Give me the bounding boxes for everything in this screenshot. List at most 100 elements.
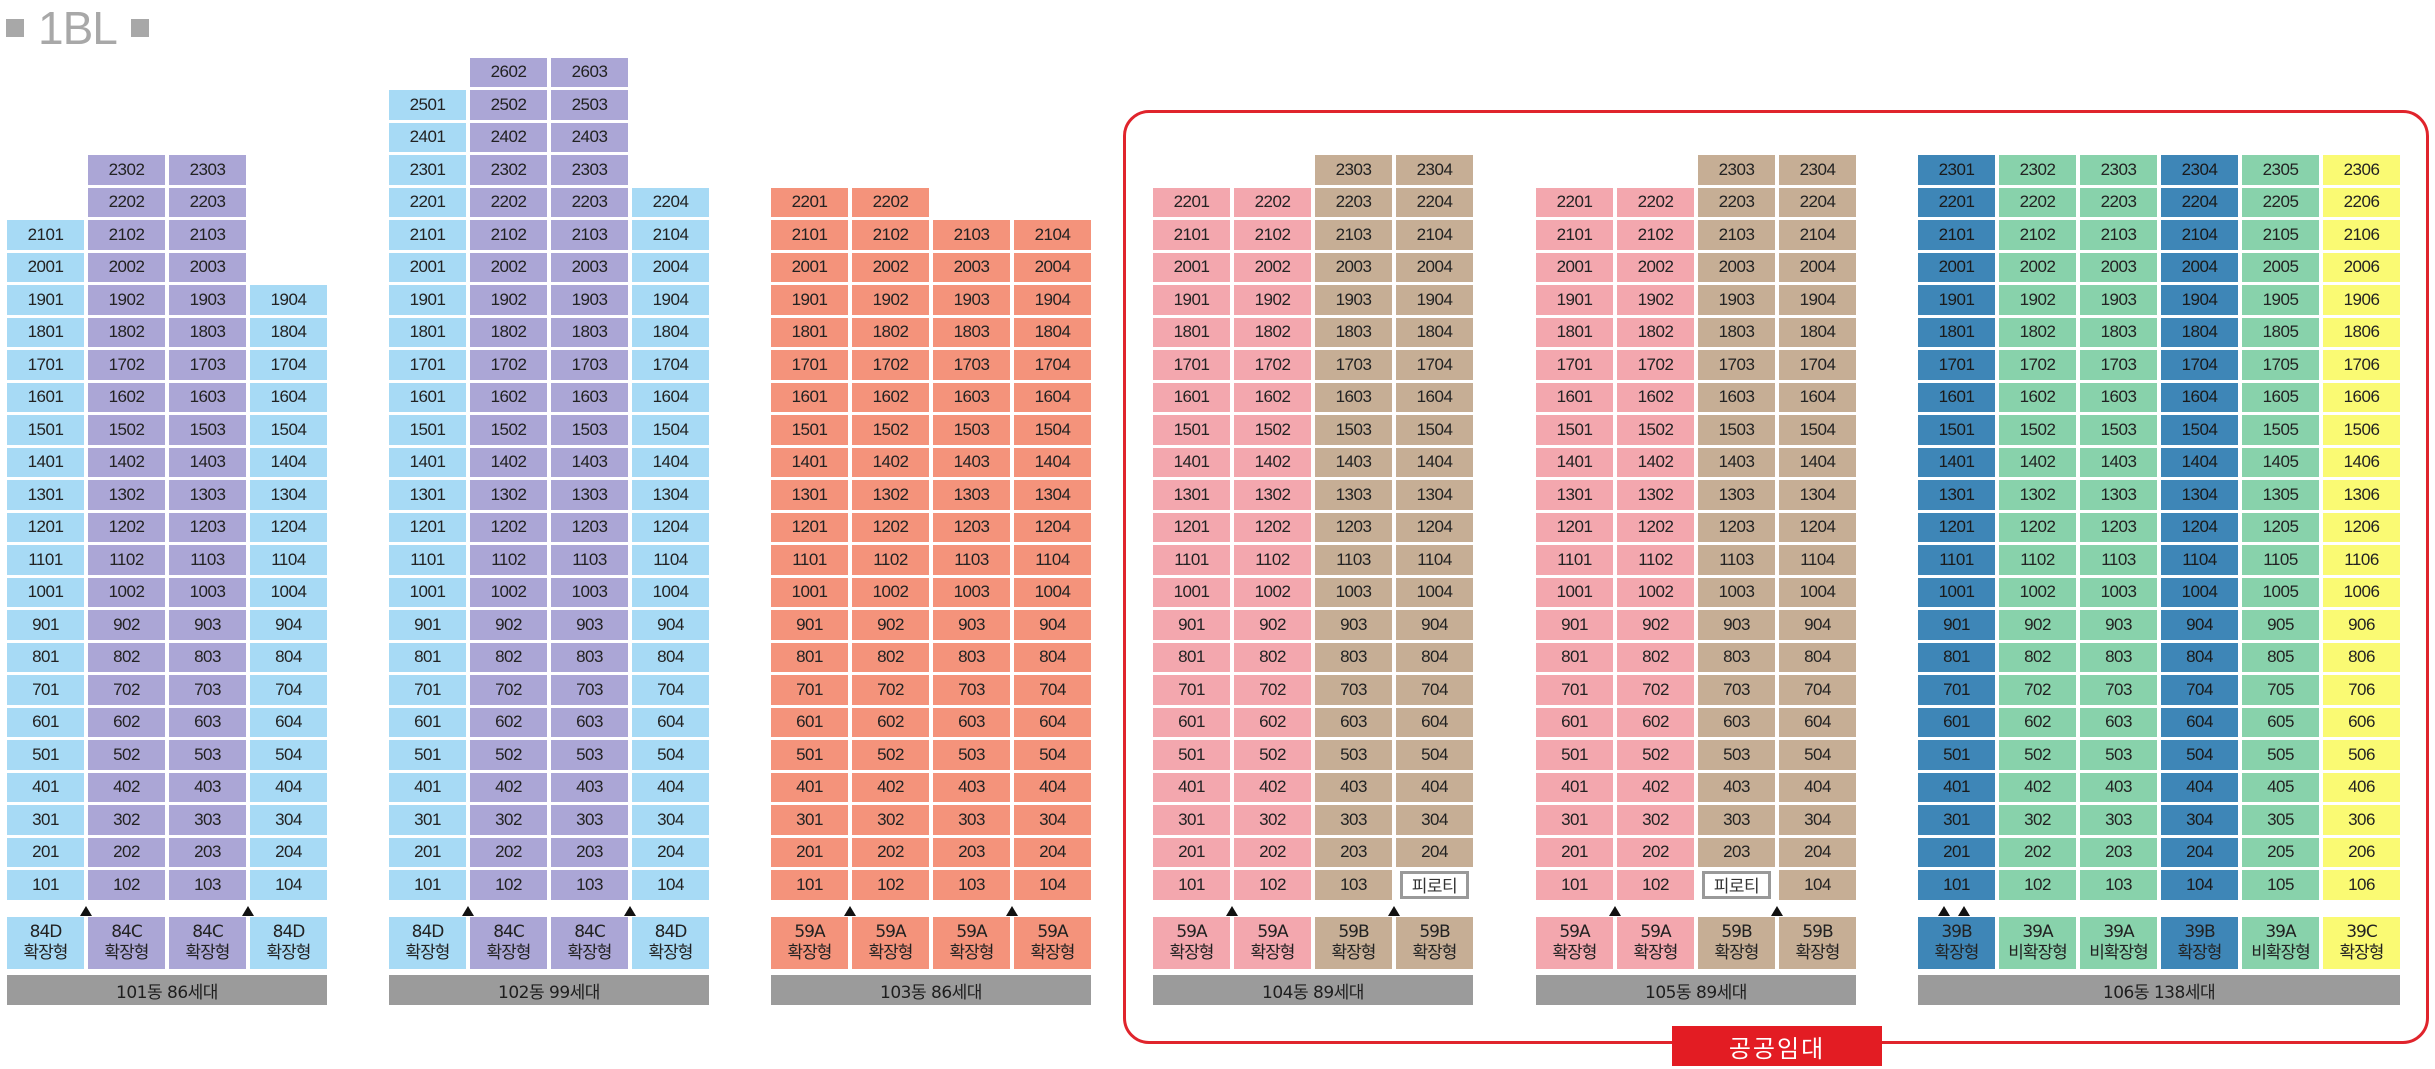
unit-cell: 2004 — [2161, 252, 2238, 282]
unit-cell: 1802 — [1234, 317, 1311, 347]
unit-cell: 1102 — [1999, 545, 2076, 575]
unit-cell: 1701 — [1918, 350, 1995, 380]
unit-cell: 2104 — [1396, 220, 1473, 250]
unit-cell: 2205 — [2242, 187, 2319, 217]
unit-cell: 301 — [389, 805, 466, 835]
unit-cell: 2004 — [632, 252, 709, 282]
unit-cell: 102 — [1617, 870, 1694, 900]
unit-cell: 1902 — [470, 285, 547, 315]
unit-cell: 1702 — [470, 350, 547, 380]
unit-cell: 1903 — [2080, 285, 2157, 315]
unit-type-text: 확장형 — [23, 943, 69, 963]
unit-cell: 1404 — [1014, 447, 1091, 477]
unit-cell: 1201 — [7, 512, 84, 542]
unit-cell: 1502 — [852, 415, 929, 445]
unit-cell: 604 — [632, 707, 709, 737]
unit-type-text: 확장형 — [486, 943, 532, 963]
unit-cell: 302 — [470, 805, 547, 835]
unit-cell: 1901 — [1918, 285, 1995, 315]
unit-cell: 1902 — [1999, 285, 2076, 315]
unit-cell: 1904 — [1014, 285, 1091, 315]
unit-type-label: 84C 확장형 — [169, 917, 246, 969]
unit-cell: 1403 — [1698, 447, 1775, 477]
unit-cell: 1803 — [551, 317, 628, 347]
unit-type-label: 59A 확장형 — [1153, 917, 1230, 969]
unit-cell: 606 — [2323, 707, 2400, 737]
unit-cell: 2502 — [470, 90, 547, 120]
building-label-bar: 102동 99세대 — [389, 975, 709, 1005]
unit-cell: 602 — [1234, 707, 1311, 737]
unit-cell: 801 — [389, 642, 466, 672]
unit-cell: 101 — [1536, 870, 1613, 900]
unit-cell: 1802 — [470, 317, 547, 347]
unit-cell: 2103 — [2080, 220, 2157, 250]
unit-cell: 2306 — [2323, 155, 2400, 185]
unit-cell: 1101 — [7, 545, 84, 575]
unit-type-text: 확장형 — [567, 943, 613, 963]
unit-type-label: 59A 확장형 — [1536, 917, 1613, 969]
unit-cell: 2202 — [470, 187, 547, 217]
unit-type-text: 59B — [1338, 922, 1369, 942]
unit-cell: 605 — [2242, 707, 2319, 737]
unit-cell: 1004 — [250, 577, 327, 607]
unit-cell: 1801 — [771, 317, 848, 347]
unit-cell: 801 — [7, 642, 84, 672]
unit-type-text: 확장형 — [949, 943, 995, 963]
unit-cell: 2402 — [470, 122, 547, 152]
unit-cell: 2302 — [88, 155, 165, 185]
unit-cell: 2001 — [1536, 252, 1613, 282]
unit-cell: 801 — [1918, 642, 1995, 672]
unit-cell: 904 — [250, 610, 327, 640]
unit-type-label: 59A 확장형 — [1617, 917, 1694, 969]
unit-cell: 504 — [1014, 740, 1091, 770]
unit-cell: 802 — [88, 642, 165, 672]
unit-cell: 903 — [1315, 610, 1392, 640]
unit-cell: 1206 — [2323, 512, 2400, 542]
unit-cell: 502 — [852, 740, 929, 770]
unit-type-text: 확장형 — [2339, 943, 2385, 963]
unit-cell: 1905 — [2242, 285, 2319, 315]
unit-cell: 703 — [1698, 675, 1775, 705]
unit-cell: 102 — [470, 870, 547, 900]
unit-type-label: 84C 확장형 — [470, 917, 547, 969]
unit-cell: 1401 — [7, 447, 84, 477]
unit-cell: 806 — [2323, 642, 2400, 672]
unit-cell: 2501 — [389, 90, 466, 120]
unit-cell: 1306 — [2323, 480, 2400, 510]
unit-cell: 1305 — [2242, 480, 2319, 510]
unit-cell: 1901 — [771, 285, 848, 315]
unit-cell: 903 — [169, 610, 246, 640]
unit-cell: 401 — [1918, 772, 1995, 802]
unit-cell: 1903 — [551, 285, 628, 315]
unit-cell: 504 — [2161, 740, 2238, 770]
unit-cell: 1801 — [389, 317, 466, 347]
unit-cell: 2002 — [470, 252, 547, 282]
entrance-marker-icon — [1958, 905, 1970, 916]
unit-cell: 1203 — [2080, 512, 2157, 542]
unit-cell: 2101 — [1918, 220, 1995, 250]
unit-cell: 1702 — [1234, 350, 1311, 380]
unit-cell: 1105 — [2242, 545, 2319, 575]
unit-cell: 1402 — [88, 447, 165, 477]
unit-cell: 702 — [470, 675, 547, 705]
unit-cell: 901 — [7, 610, 84, 640]
unit-type-text: 84C — [574, 922, 606, 942]
unit-cell: 706 — [2323, 675, 2400, 705]
unit-cell: 602 — [1999, 707, 2076, 737]
unit-cell: 501 — [1153, 740, 1230, 770]
unit-cell: 201 — [389, 837, 466, 867]
unit-cell: 404 — [250, 772, 327, 802]
unit-type-label: 59A 확장형 — [852, 917, 929, 969]
unit-type-text: 84D — [411, 922, 445, 942]
unit-cell: 1703 — [551, 350, 628, 380]
unit-cell: 2303 — [1698, 155, 1775, 185]
unit-cell: 404 — [2161, 772, 2238, 802]
unit-cell: 1204 — [1779, 512, 1856, 542]
unit-cell: 2204 — [1396, 187, 1473, 217]
unit-cell: 2201 — [1536, 187, 1613, 217]
unit-cell: 2303 — [551, 155, 628, 185]
unit-cell: 503 — [169, 740, 246, 770]
unit-cell: 1403 — [2080, 447, 2157, 477]
unit-cell: 1803 — [1315, 317, 1392, 347]
building-label-bar: 103동 86세대 — [771, 975, 1091, 1005]
